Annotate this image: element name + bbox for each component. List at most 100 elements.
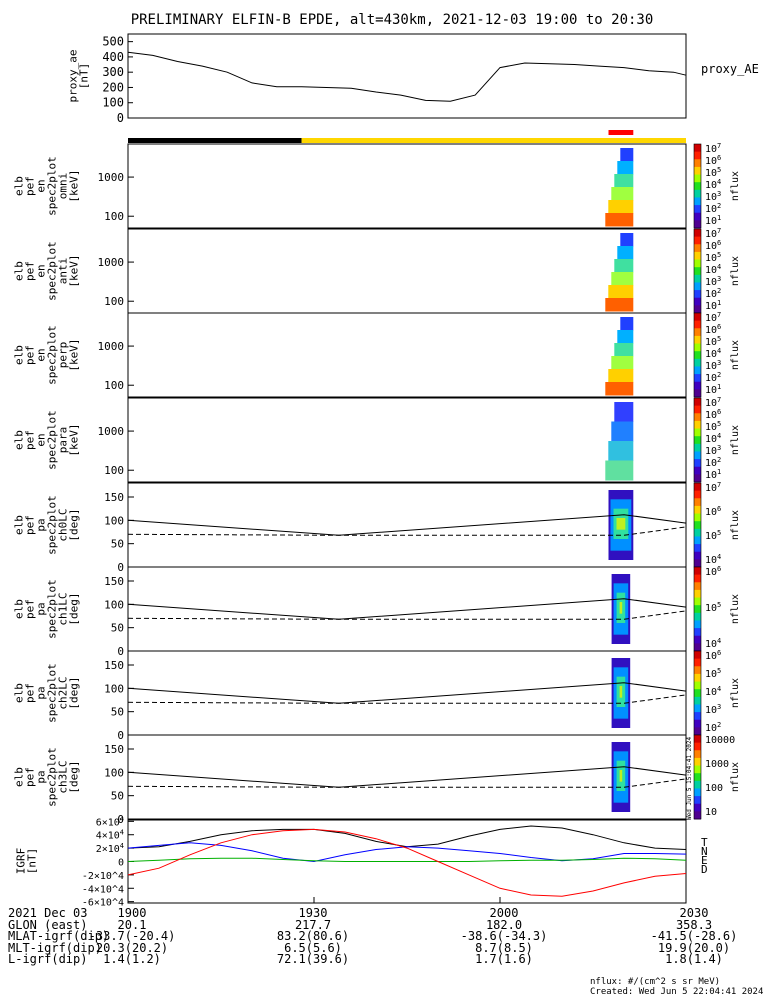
energy-panel-4-ytick-label: 1000: [98, 425, 125, 438]
energy-panel-2-colorbar-tick: 101: [705, 299, 721, 312]
pitch-panel-0-frame: [127, 482, 687, 568]
pitch-panel-3-color-band: [694, 742, 701, 751]
energy-panel-4-color-band: [694, 459, 701, 468]
footer-tick-2030: 2030: [679, 906, 709, 920]
energy-panel-3-color-band: [694, 381, 701, 390]
pitch-panel-1-loss-cone-line: [127, 598, 687, 620]
energy-panel-4-spectrum-cell: [614, 402, 634, 422]
footer-value: 20.3(20.2): [95, 940, 169, 955]
energy-panel-1-color-band: [694, 182, 701, 191]
energy-panel-1-ylabel: spec2plot: [46, 156, 59, 216]
energy-panel-1-colorbar-tick: 101: [705, 214, 721, 227]
pitch-panel-2-color-band: [694, 712, 701, 721]
pitch-panel-0-color-band: [694, 528, 701, 537]
energy-panel-4-spectrum-cell: [608, 441, 634, 461]
energy-panel-2-spectrum-cell: [611, 272, 634, 286]
pitch-panel-3-colorbar-tick: 1000: [705, 759, 729, 770]
energy-panel-2-color-band: [694, 236, 701, 245]
pitch-panel-3-color-band: [694, 796, 701, 805]
pitch-panel-3-frame: [127, 734, 687, 820]
pitch-panel-2-ylabel: pa: [35, 686, 48, 699]
energy-panel-1-ylabel: pef: [24, 176, 37, 196]
energy-panel-3-ylabel: en: [35, 348, 48, 361]
energy-panel-4-color-band: [694, 398, 701, 407]
energy-panel-4-color-band: [694, 413, 701, 422]
energy-panel-3-ytick-label: 1000: [98, 340, 125, 353]
footer-value: -38.6(-34.3): [460, 929, 548, 943]
proxy-ae-ytick-label: 0: [117, 111, 124, 125]
footer-row-label: MLAT-igrf(dip): [8, 929, 110, 943]
pitch-panel-3-color-band: [694, 803, 701, 812]
igrf-ytick-label: 6×104: [96, 815, 124, 828]
energy-panel-2-ytick-label: 1000: [98, 256, 125, 269]
pitch-panel-1-color-band: [694, 605, 701, 614]
pitch-panel-2-ylabel: pef: [24, 683, 37, 703]
science-zone-bar: [608, 130, 634, 135]
pitch-panel-1-ylabel: ch1LC: [57, 592, 70, 625]
pitch-panel-2-ylabel: [deg]: [68, 676, 81, 709]
igrf-ylabel: [nT]: [26, 848, 39, 875]
energy-panel-3-colorbar-tick: 103: [705, 359, 721, 372]
pitch-panel-3-ylabel: elb: [13, 767, 26, 787]
igrf-ytick-label: 0: [118, 858, 124, 869]
energy-panel-3-ytick-label: 100: [104, 379, 124, 392]
pitch-panel-0-colorbar-tick: 107: [705, 481, 721, 494]
igrf-ylabel: IGRF: [15, 848, 28, 875]
pitch-panel-3-ylabel: pef: [24, 767, 37, 787]
pitch-panel-3-colorbar-frame: [693, 734, 702, 820]
energy-panel-1-color-band: [694, 144, 701, 153]
pitch-panel-3-colorbar-tick: 100: [705, 783, 723, 794]
energy-panel-1-color-band: [694, 197, 701, 206]
energy-panel-4-color-band: [694, 474, 701, 483]
footer-row-label: MLT-igrf(dip): [8, 940, 102, 955]
pitch-panel-3-color-band: [694, 757, 701, 767]
pitch-panel-0-color-band: [694, 513, 701, 522]
pitch-panel-2-ylabel: elb: [13, 683, 26, 703]
energy-panel-1-spectrum-cell: [614, 174, 634, 188]
energy-panel-1-color-band: [694, 166, 701, 176]
energy-panel-1-colorbar-frame: [693, 143, 702, 229]
energy-panel-2-color-band: [694, 274, 701, 283]
pitch-panel-2-loss-cone-line: [127, 682, 687, 704]
igrf-ytick-label: -4×10^4: [82, 884, 124, 895]
pitch-panel-3-color-band: [694, 773, 701, 782]
energy-panel-1-color-band: [694, 174, 701, 183]
energy-panel-1-spectrum-cell: [608, 200, 634, 214]
energy-panel-2-color-band: [694, 251, 701, 261]
pitch-panel-3-loss-cone-line: [127, 766, 687, 788]
pitch-panel-3-ytick-label: 100: [104, 766, 124, 779]
pitch-panel-2-ytick-label: 100: [104, 682, 124, 695]
status-bar-sunlit: [301, 138, 686, 143]
energy-panel-2-spectrum-cell: [614, 259, 634, 273]
pitch-panel-2-ytick-label: 50: [111, 706, 124, 719]
pitch-panel-0-color-band: [694, 536, 701, 545]
energy-panel-2-color-band: [694, 267, 701, 276]
igrf-series-n: [127, 842, 687, 863]
energy-panel-2-colorbar-tick: 104: [705, 263, 721, 276]
energy-panel-2-colorbar-label: nflux: [730, 256, 741, 286]
credit-block: nflux: #/(cm^2 s sr MeV) Created: Wed Ju…: [590, 977, 763, 997]
energy-panel-3-ylabel: [keV]: [68, 338, 81, 371]
energy-panel-3-color-band: [694, 320, 701, 329]
energy-panel-1-colorbar-tick: 102: [705, 202, 721, 215]
pitch-panel-2-colorbar-tick: 102: [705, 721, 721, 734]
footer-value: 20.1: [117, 917, 147, 932]
energy-panel-3-colorbar-tick: 104: [705, 347, 721, 360]
energy-panel-1-colorbar-tick: 104: [705, 178, 721, 191]
pitch-panel-0-color-band: [694, 490, 701, 499]
igrf-legend-n: N: [701, 845, 708, 858]
energy-panel-2-ytick-label: 100: [104, 295, 124, 308]
energy-panel-1-color-band: [694, 212, 701, 221]
pitch-panel-3-pa-core: [619, 770, 623, 782]
energy-panel-3-color-band: [694, 374, 701, 383]
pitch-panel-2-colorbar-tick: 103: [705, 703, 721, 716]
energy-panel-4-colorbar-tick: 106: [705, 408, 721, 421]
energy-panel-2-ylabel: en: [35, 264, 48, 277]
energy-panel-4-colorbar-tick: 107: [705, 396, 721, 409]
energy-panel-3-spectrum-cell: [614, 343, 634, 357]
pitch-panel-3-colorbar-tick: 10000: [705, 735, 735, 746]
energy-panel-1-spectrum-cell: [611, 187, 634, 201]
status-bar-night: [128, 138, 302, 143]
units-note: nflux: #/(cm^2 s sr MeV): [590, 977, 721, 987]
